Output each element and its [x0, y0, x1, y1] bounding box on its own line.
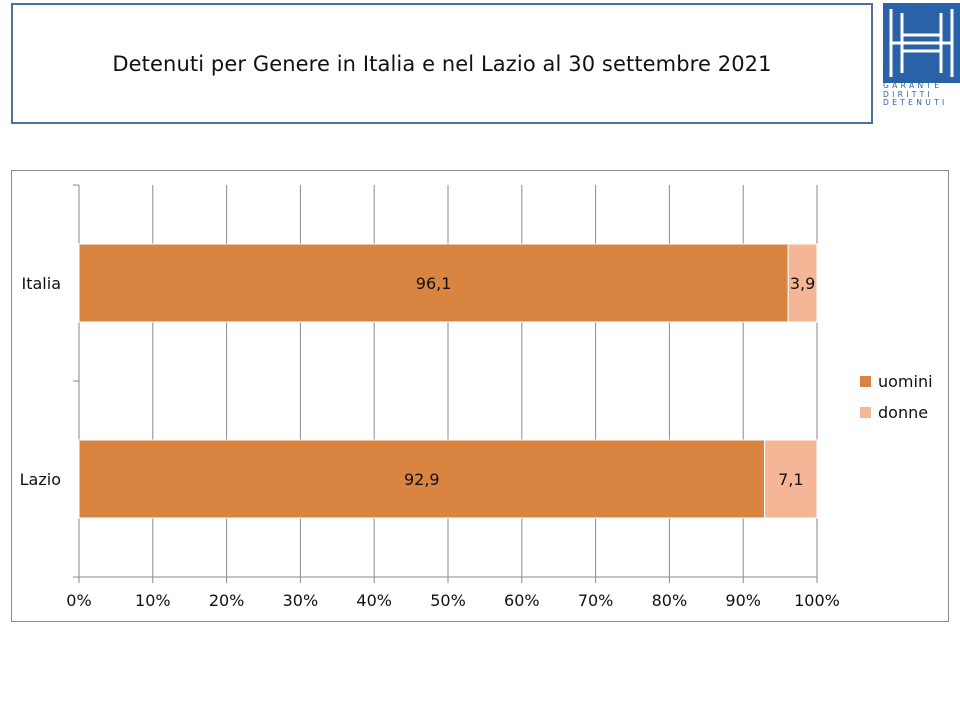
legend-swatch-donne	[860, 407, 871, 418]
bar-segment-donne	[787, 243, 818, 323]
logo-wordmark: GARANTE DIRITTI DETENUTI	[883, 81, 960, 108]
stacked-bar-chart: 0% 10% 20% 30% 40% 50% 60% 70% 80% 90% 100% 96,1 3,9…	[20, 184, 933, 610]
data-label: 3,9	[790, 274, 815, 293]
category-label: Lazio	[20, 470, 61, 489]
category-label: Italia	[22, 274, 62, 293]
chart-frame: 0% 10% 20% 30% 40% 50% 60% 70% 80% 90% 100% 96,1 3,9…	[11, 170, 949, 622]
x-tick-label: 70%	[578, 591, 614, 610]
x-tick-label: 60%	[504, 591, 540, 610]
x-tick-label: 0%	[66, 591, 91, 610]
legend-swatch-uomini	[860, 376, 871, 387]
x-tick-label: 20%	[209, 591, 245, 610]
x-tick-label: 80%	[652, 591, 688, 610]
legend-label: donne	[878, 403, 928, 422]
chart-title: Detenuti per Genere in Italia e nel Lazi…	[112, 51, 772, 76]
bar-segment-donne	[764, 439, 818, 519]
x-tick-label: 30%	[283, 591, 319, 610]
x-tick-label: 90%	[725, 591, 761, 610]
x-tick-label: 100%	[794, 591, 840, 610]
x-tick-label: 50%	[430, 591, 466, 610]
data-label: 7,1	[778, 470, 803, 489]
data-label: 92,9	[404, 470, 440, 489]
x-tick-label: 40%	[356, 591, 392, 610]
logo-mark-icon	[883, 3, 960, 83]
logo-line: GARANTE	[883, 81, 943, 90]
logo-line: DETENUTI	[883, 98, 948, 108]
garante-logo: GARANTE DIRITTI DETENUTI	[883, 3, 960, 108]
x-tick-label: 10%	[135, 591, 171, 610]
data-label: 96,1	[416, 274, 452, 293]
logo-line: DIRITTI	[883, 89, 934, 99]
title-box: Detenuti per Genere in Italia e nel Lazi…	[11, 3, 873, 124]
legend-label: uomini	[878, 372, 933, 391]
bar-segment-uomini	[78, 243, 789, 323]
